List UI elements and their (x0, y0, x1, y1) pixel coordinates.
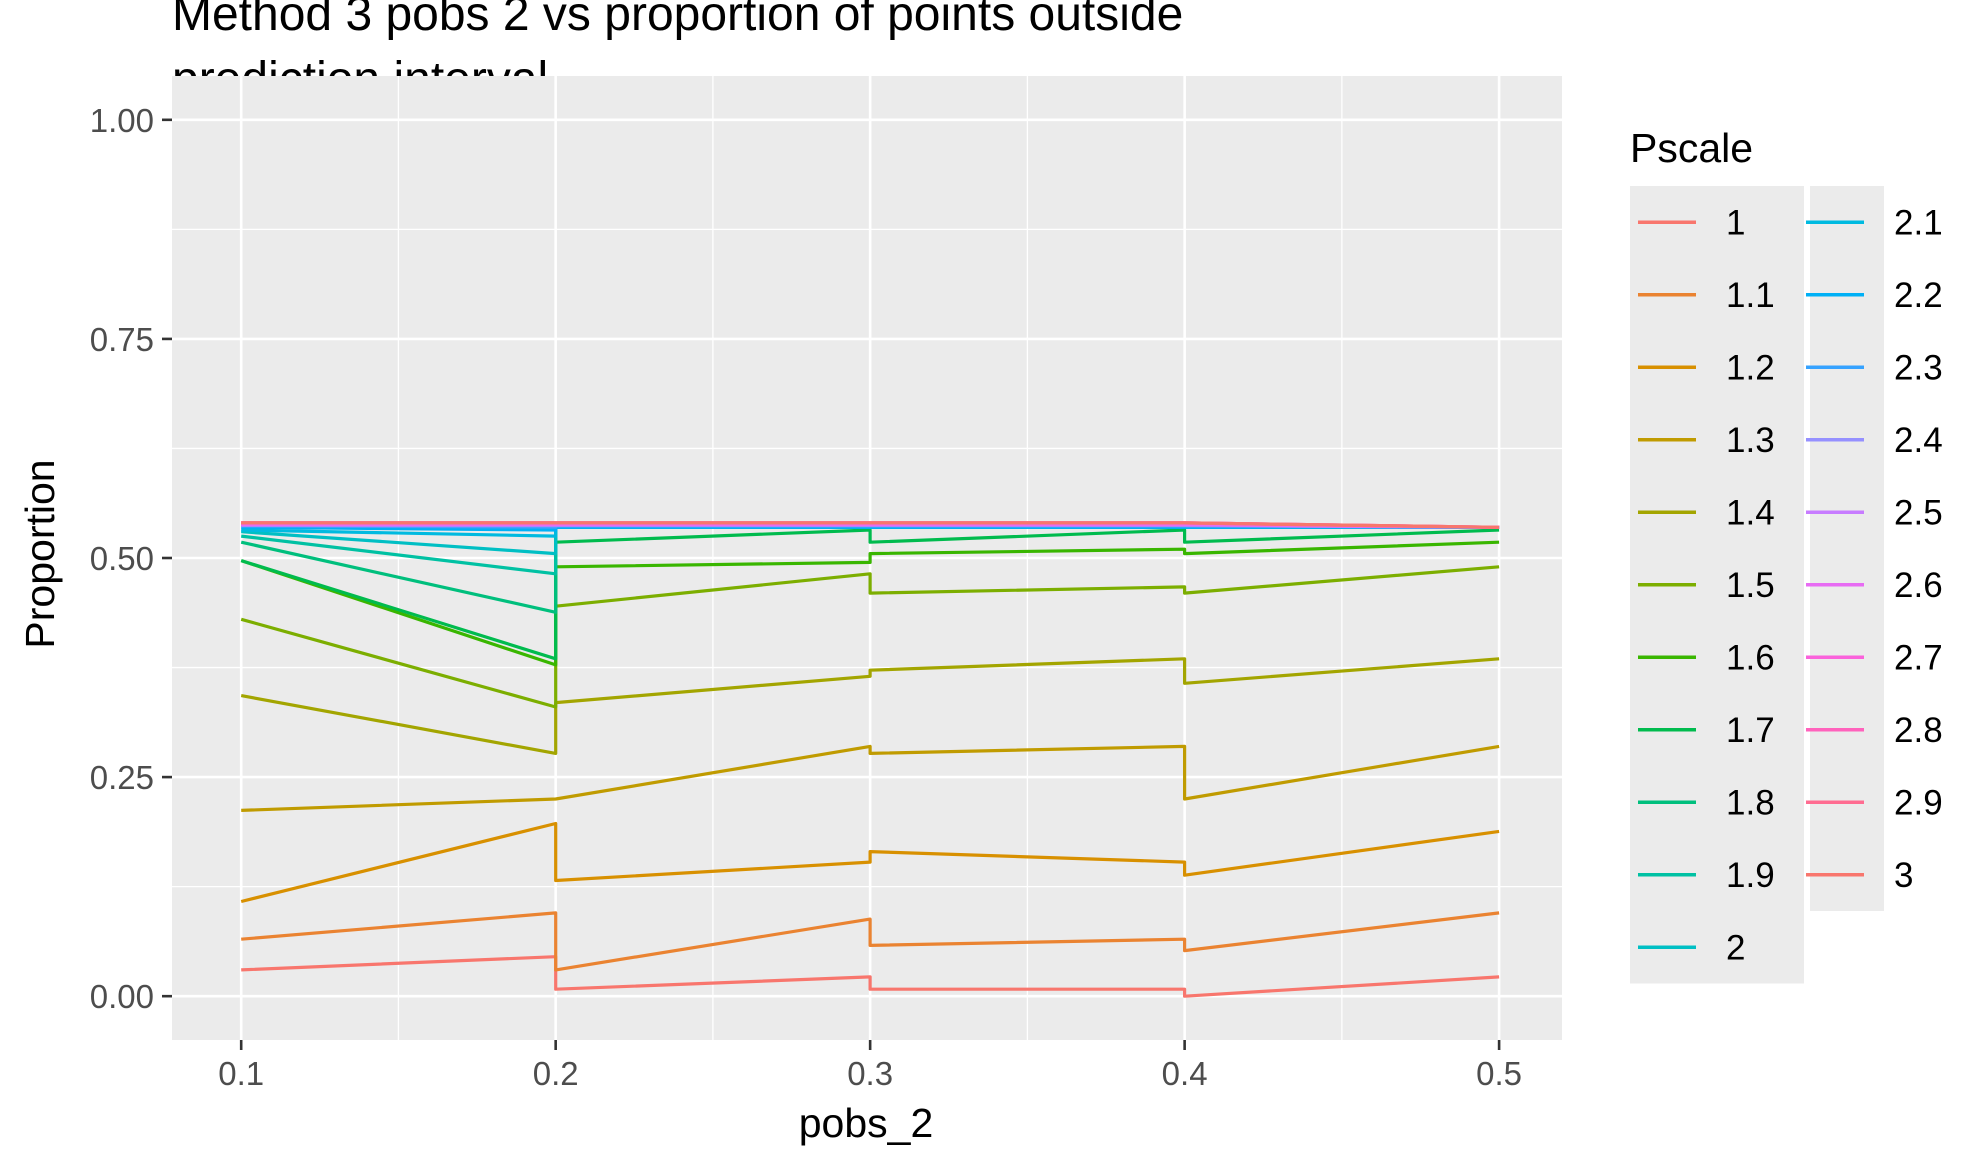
y-tick-label: 0.75 (90, 321, 154, 358)
legend-label: 3 (1894, 856, 1913, 895)
legend-label: 1.6 (1726, 638, 1775, 677)
legend-title: Pscale (1630, 125, 1753, 171)
legend-label: 1.8 (1726, 783, 1775, 822)
series-line-1-5 (240, 565, 1500, 709)
legend-label: 1.5 (1726, 566, 1775, 605)
series-line-3 (241, 521, 1500, 529)
legend-label: 2.8 (1894, 711, 1943, 750)
legend-label: 2.3 (1894, 348, 1943, 387)
legend-key-background (1810, 186, 1884, 911)
x-axis-label: pobs_2 (799, 1100, 934, 1146)
y-axis-label: Proportion (17, 459, 63, 648)
series-line-1-1 (241, 911, 1500, 972)
x-axis: 0.1 0.2 0.3 0.4 0.5 (218, 1040, 1522, 1092)
legend-label: 1.7 (1726, 711, 1775, 750)
legend-label: 1.2 (1726, 348, 1775, 387)
legend-label: 2.1 (1894, 203, 1943, 242)
legend-label: 1.3 (1726, 421, 1775, 460)
series-line-1-7 (240, 528, 1500, 661)
legend-label: 1.1 (1726, 276, 1775, 315)
legend-label: 2.5 (1894, 493, 1943, 532)
chart-title-line1: Method 3 pobs 2 vs proportion of points … (172, 0, 1183, 41)
legend-label: 2.4 (1894, 421, 1943, 460)
y-tick-label: 0.50 (90, 540, 154, 577)
legend-label: 1 (1726, 203, 1745, 242)
legend-label: 2.6 (1894, 566, 1943, 605)
plot-panel (172, 76, 1562, 1040)
series-line-1-4 (240, 657, 1500, 755)
x-tick-label: 0.4 (1162, 1055, 1208, 1092)
y-axis: 0.00 0.25 0.50 0.75 1.00 (90, 102, 172, 1015)
legend: Pscale 1 1.1 1.2 1.3 1.4 1.5 1.6 1.7 1.8 1.9 2 2.1 2… (1630, 125, 1943, 984)
series-line-1-2 (240, 821, 1500, 904)
y-tick-label: 0.00 (90, 978, 154, 1015)
x-tick-label: 0.2 (533, 1055, 579, 1092)
y-tick-label: 1.00 (90, 102, 154, 139)
series-line-1-3 (241, 744, 1500, 812)
legend-label: 2 (1726, 928, 1745, 967)
legend-label: 2.9 (1894, 783, 1943, 822)
legend-label: 2.2 (1894, 276, 1943, 315)
y-tick-label: 0.25 (90, 759, 154, 796)
legend-label: 1.4 (1726, 493, 1775, 532)
legend-label: 1.9 (1726, 856, 1775, 895)
x-tick-label: 0.3 (847, 1055, 893, 1092)
legend-label: 2.7 (1894, 638, 1943, 677)
x-tick-label: 0.5 (1476, 1055, 1522, 1092)
x-tick-label: 0.1 (218, 1055, 264, 1092)
